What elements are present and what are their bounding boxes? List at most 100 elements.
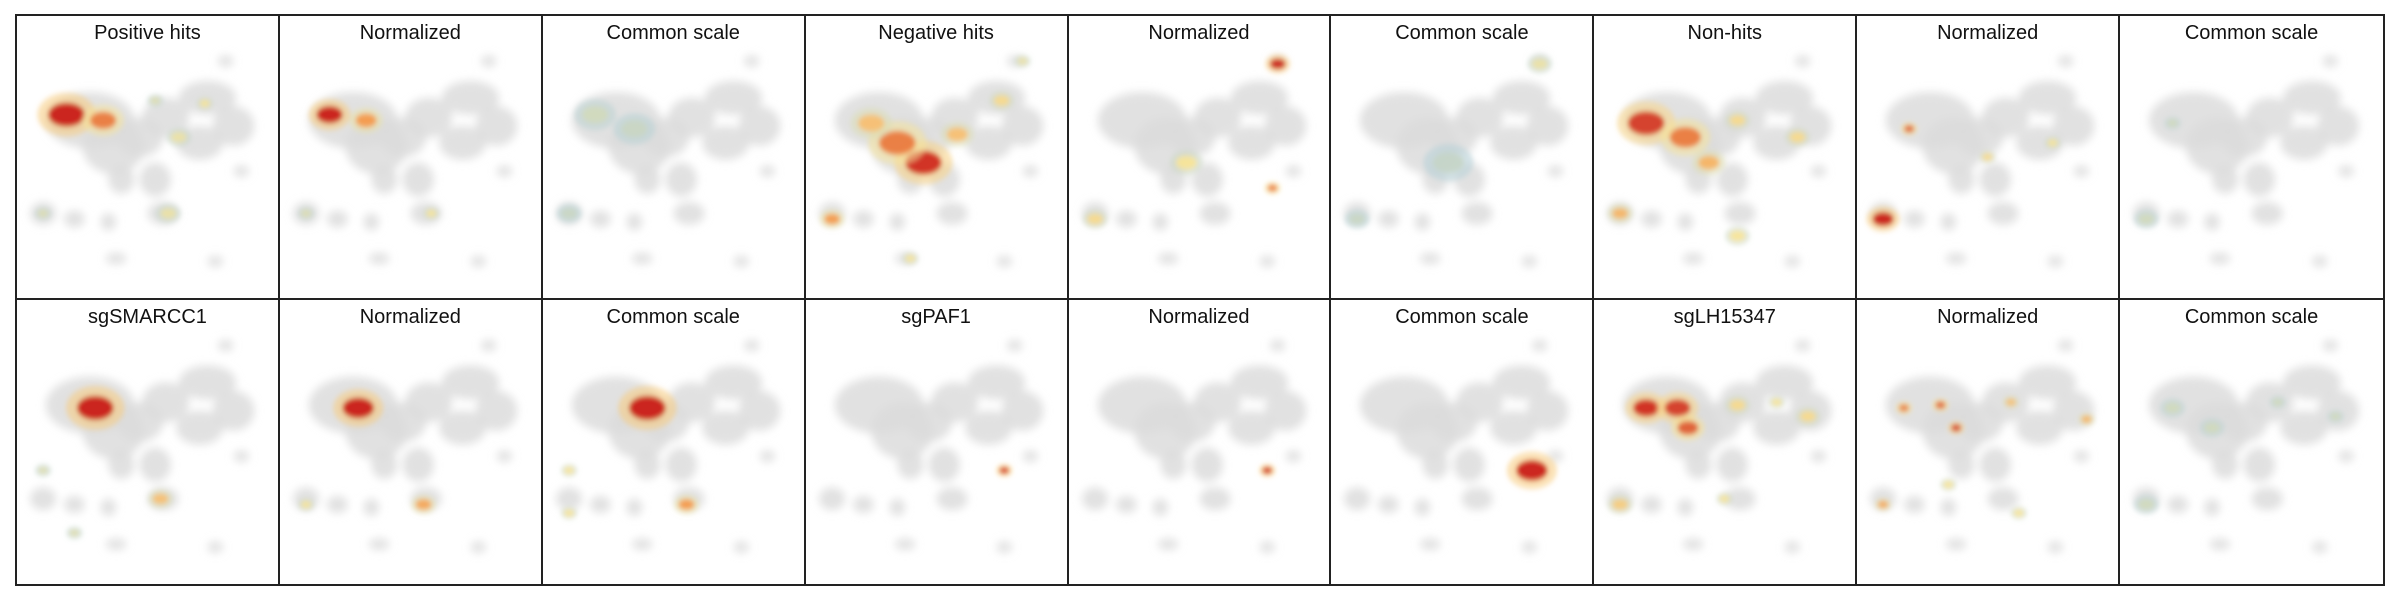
- density-layer: [1874, 395, 2096, 520]
- embedding-cluster: [1193, 382, 1241, 423]
- embedding-cluster: [1810, 450, 1827, 462]
- embedding-cluster: [1724, 487, 1757, 511]
- embedding-cluster: [2204, 213, 2221, 231]
- embedding-cluster: [217, 55, 234, 67]
- embedding-cluster: [2073, 165, 2090, 177]
- density-hotspot: [1982, 153, 1993, 161]
- embedding-cluster: [1948, 165, 1975, 194]
- embedding-cluster: [2209, 252, 2231, 265]
- embedding-cluster: [555, 487, 582, 511]
- density-layer: [34, 92, 214, 223]
- embedding-cluster: [631, 252, 653, 265]
- density-hotspot: [1729, 399, 1746, 411]
- embedding-background: [30, 55, 255, 267]
- panel-grid: Positive hits Normalized Common scale Negat…: [15, 14, 2385, 586]
- embedding-cluster: [2251, 487, 2284, 511]
- embedding-cluster: [480, 339, 497, 352]
- embedding-cluster: [441, 365, 500, 400]
- embedding-cluster: [1269, 339, 1286, 352]
- density-hotspot: [2013, 509, 2025, 517]
- embedding-cluster: [1230, 80, 1288, 115]
- density-hotspot: [1016, 57, 1028, 65]
- embedding-cluster: [1683, 252, 1704, 265]
- density-hotspot: [37, 466, 49, 474]
- embedding-cluster: [589, 210, 611, 228]
- density-hotspot: [1935, 401, 1946, 409]
- embedding-cluster: [1641, 495, 1663, 513]
- embedding-cluster: [1191, 162, 1223, 197]
- embedding-cluster: [1795, 339, 1811, 352]
- panel-title: Common scale: [2184, 22, 2319, 44]
- density-hotspot: [425, 210, 437, 217]
- embedding-cluster: [1784, 541, 1801, 553]
- embedding-cluster: [1420, 538, 1442, 550]
- umap-panel: Common scale: [1331, 16, 1595, 300]
- density-hotspot: [1729, 230, 1746, 242]
- umap-panel: Common scale: [2120, 16, 2383, 300]
- density-hotspot: [878, 131, 916, 155]
- density-hotspot: [48, 102, 85, 127]
- embedding-cluster: [2283, 365, 2341, 400]
- embedding-cluster: [1227, 125, 1275, 160]
- embedding-cluster: [233, 450, 250, 462]
- embedding-background: [1081, 339, 1306, 553]
- panel-title: Normalized: [1148, 22, 1250, 44]
- panel-title: sgLH15347: [1673, 306, 1776, 328]
- density-layer: [1607, 392, 1821, 514]
- embedding-cluster: [1001, 390, 1044, 431]
- embedding-plot: [818, 339, 1044, 553]
- embedding-cluster: [1159, 450, 1186, 479]
- density-hotspot: [1719, 495, 1730, 503]
- embedding-cluster: [2052, 106, 2095, 146]
- umap-panel: sgLH15347: [1594, 300, 1858, 584]
- density-hotspot: [993, 95, 1010, 106]
- embedding-cluster: [100, 213, 117, 231]
- embedding-cluster: [1191, 447, 1223, 482]
- embedding-cluster: [818, 487, 845, 511]
- umap-panel: Common scale: [2120, 300, 2383, 584]
- embedding-cluster: [1006, 339, 1023, 352]
- embedding-cluster: [1456, 382, 1504, 423]
- embedding-cluster: [1454, 447, 1486, 482]
- embedding-cluster: [1641, 210, 1663, 228]
- embedding-cluster: [2317, 106, 2360, 146]
- embedding-cluster: [142, 382, 190, 423]
- embedding-cluster: [1904, 210, 1926, 228]
- embedding-cluster: [894, 538, 916, 550]
- embedding-cluster: [1948, 450, 1975, 479]
- panel-title: Normalized: [359, 306, 461, 328]
- embedding-cluster: [1022, 450, 1038, 462]
- embedding-cluster: [759, 165, 775, 177]
- umap-panel: Normalized: [1857, 16, 2121, 300]
- density-hotspot: [946, 127, 968, 142]
- umap-panel: Normalized: [279, 16, 543, 300]
- embedding-plot: [2133, 55, 2360, 267]
- density-hotspot: [1349, 213, 1366, 225]
- density-hotspot: [1261, 466, 1273, 474]
- embedding-cluster: [1756, 80, 1814, 115]
- embedding-cluster: [1945, 252, 1967, 265]
- embedding-cluster: [1521, 255, 1538, 267]
- embedding-cluster: [589, 495, 611, 513]
- embedding-cluster: [759, 450, 775, 462]
- embedding-cluster: [665, 162, 697, 197]
- embedding-cluster: [441, 80, 500, 115]
- umap-panel: Positive hits: [17, 16, 280, 300]
- panel-title: Common scale: [606, 306, 740, 328]
- embedding-plot: [1344, 339, 1569, 553]
- density-layer: [34, 386, 174, 540]
- density-layer: [1345, 54, 1553, 229]
- embedding-cluster: [1677, 498, 1694, 516]
- density-hotspot: [90, 111, 117, 129]
- density-hotspot: [160, 208, 177, 219]
- umap-panel: Common scale: [1331, 300, 1595, 584]
- embedding-cluster: [665, 447, 697, 482]
- density-hotspot: [904, 255, 916, 262]
- embedding-cluster: [1227, 410, 1275, 445]
- embedding-cluster: [1264, 390, 1306, 431]
- embedding-cluster: [1285, 165, 1301, 177]
- density-hotspot: [300, 501, 312, 508]
- embedding-cluster: [1230, 365, 1288, 400]
- embedding-cluster: [1979, 162, 2012, 197]
- density-hotspot: [1086, 213, 1103, 225]
